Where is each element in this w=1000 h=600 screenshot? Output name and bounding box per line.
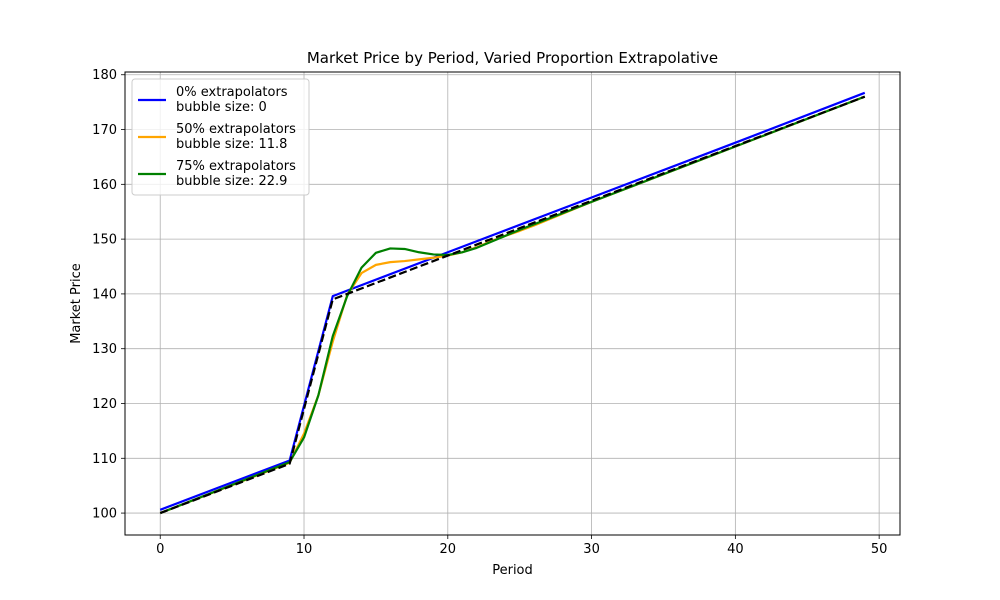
plot-frame <box>124 71 901 536</box>
x-tick-label: 30 <box>583 542 600 557</box>
legend-label: 75% extrapolators <box>176 159 296 174</box>
y-tick-label: 170 <box>92 123 117 138</box>
chart-title: Market Price by Period, Varied Proportio… <box>307 49 718 67</box>
y-tick-label: 120 <box>92 397 117 412</box>
series-line-2 <box>159 95 866 515</box>
y-tick-label: 160 <box>92 178 117 193</box>
y-tick-label: 110 <box>92 452 117 467</box>
y-tick-label: 100 <box>92 507 117 522</box>
legend-label: 50% extrapolators <box>176 122 296 137</box>
legend-box <box>131 78 310 196</box>
legend-label: bubble size: 22.9 <box>176 174 287 189</box>
reference-series-line <box>159 95 866 515</box>
x-tick-label: 40 <box>727 542 744 557</box>
x-tick-label: 20 <box>440 542 457 557</box>
grid <box>125 72 900 535</box>
x-tick-label: 10 <box>296 542 313 557</box>
x-axis-label: Period <box>492 563 533 578</box>
x-tick-label: 0 <box>156 542 164 557</box>
legend-label: bubble size: 11.8 <box>176 137 287 152</box>
x-tick-label: 50 <box>871 542 888 557</box>
ticks: 0 10 20 30 40 50 100 110 120 130 140 150 160 170 180 <box>92 68 887 557</box>
y-tick-label: 130 <box>92 342 117 357</box>
series-layer <box>159 91 866 515</box>
y-tick-label: 150 <box>92 233 117 248</box>
y-tick-label: 180 <box>92 68 117 83</box>
y-axis-label: Market Price <box>69 263 84 344</box>
legend-label: bubble size: 0 <box>176 100 267 115</box>
y-tick-label: 140 <box>92 287 117 302</box>
legend-label: 0% extrapolators <box>176 85 288 100</box>
